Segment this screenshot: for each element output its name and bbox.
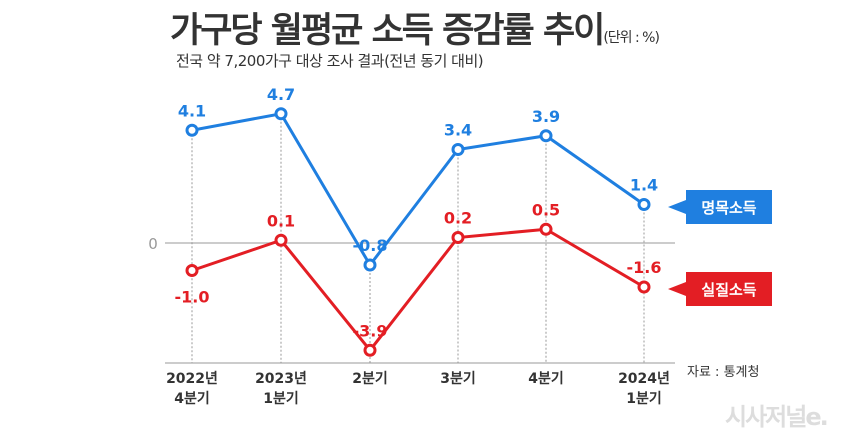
data-point	[451, 231, 465, 244]
data-label: 0.2	[444, 209, 472, 228]
data-point	[637, 280, 651, 294]
data-point	[539, 129, 553, 143]
data-label: 4.1	[178, 101, 206, 120]
data-label: -1.6	[627, 258, 662, 277]
data-point	[274, 233, 288, 247]
x-tick-label: 2022년	[166, 371, 218, 387]
data-point	[185, 264, 199, 277]
x-tick-label: 2024년	[618, 371, 670, 387]
data-point	[274, 107, 288, 121]
source-note: 자료 : 통계청	[687, 365, 760, 380]
data-label: -3.9	[353, 321, 388, 340]
x-tick-label: 4분기	[528, 371, 564, 387]
data-label: 3.9	[532, 107, 560, 126]
data-point	[363, 343, 377, 357]
series-line-1	[191, 227, 645, 353]
legend-nominal-income: 명목소득	[668, 190, 772, 224]
x-tick-label: 3분기	[440, 371, 476, 387]
x-tick-label: 1분기	[626, 391, 662, 407]
data-label: -0.8	[353, 236, 388, 255]
chart-title: 가구당 월평균 소득 증감률 추이(단위 : %)	[170, 2, 660, 53]
chart-subtitle: 전국 약 7,200가구 대상 조사 결과(전년 동기 대비)	[176, 52, 484, 70]
series-line-0	[191, 112, 645, 268]
x-tick-label: 2023년	[255, 371, 307, 387]
y-tick-label: 0	[148, 235, 158, 253]
data-point	[363, 258, 377, 272]
data-label: 1.4	[630, 176, 658, 195]
title-text: 가구당 월평균 소득 증감률 추이	[170, 11, 605, 51]
data-label: 0.5	[532, 200, 560, 219]
x-tick-label: 2분기	[352, 371, 388, 387]
data-label: 0.1	[267, 211, 295, 230]
x-tick-label: 1분기	[263, 391, 299, 407]
x-tick-label: 4분기	[174, 391, 210, 407]
data-point	[539, 222, 553, 236]
data-label: 3.4	[444, 121, 472, 140]
data-point	[185, 123, 199, 137]
data-point	[451, 143, 465, 156]
publisher-logo: 시사저널e.	[725, 403, 829, 431]
data-label: -1.0	[175, 288, 210, 307]
data-label: 4.7	[267, 85, 295, 104]
unit-label: (단위 : %)	[603, 30, 660, 46]
data-point	[637, 198, 651, 211]
legend-real-income: 실질소득	[668, 272, 772, 306]
